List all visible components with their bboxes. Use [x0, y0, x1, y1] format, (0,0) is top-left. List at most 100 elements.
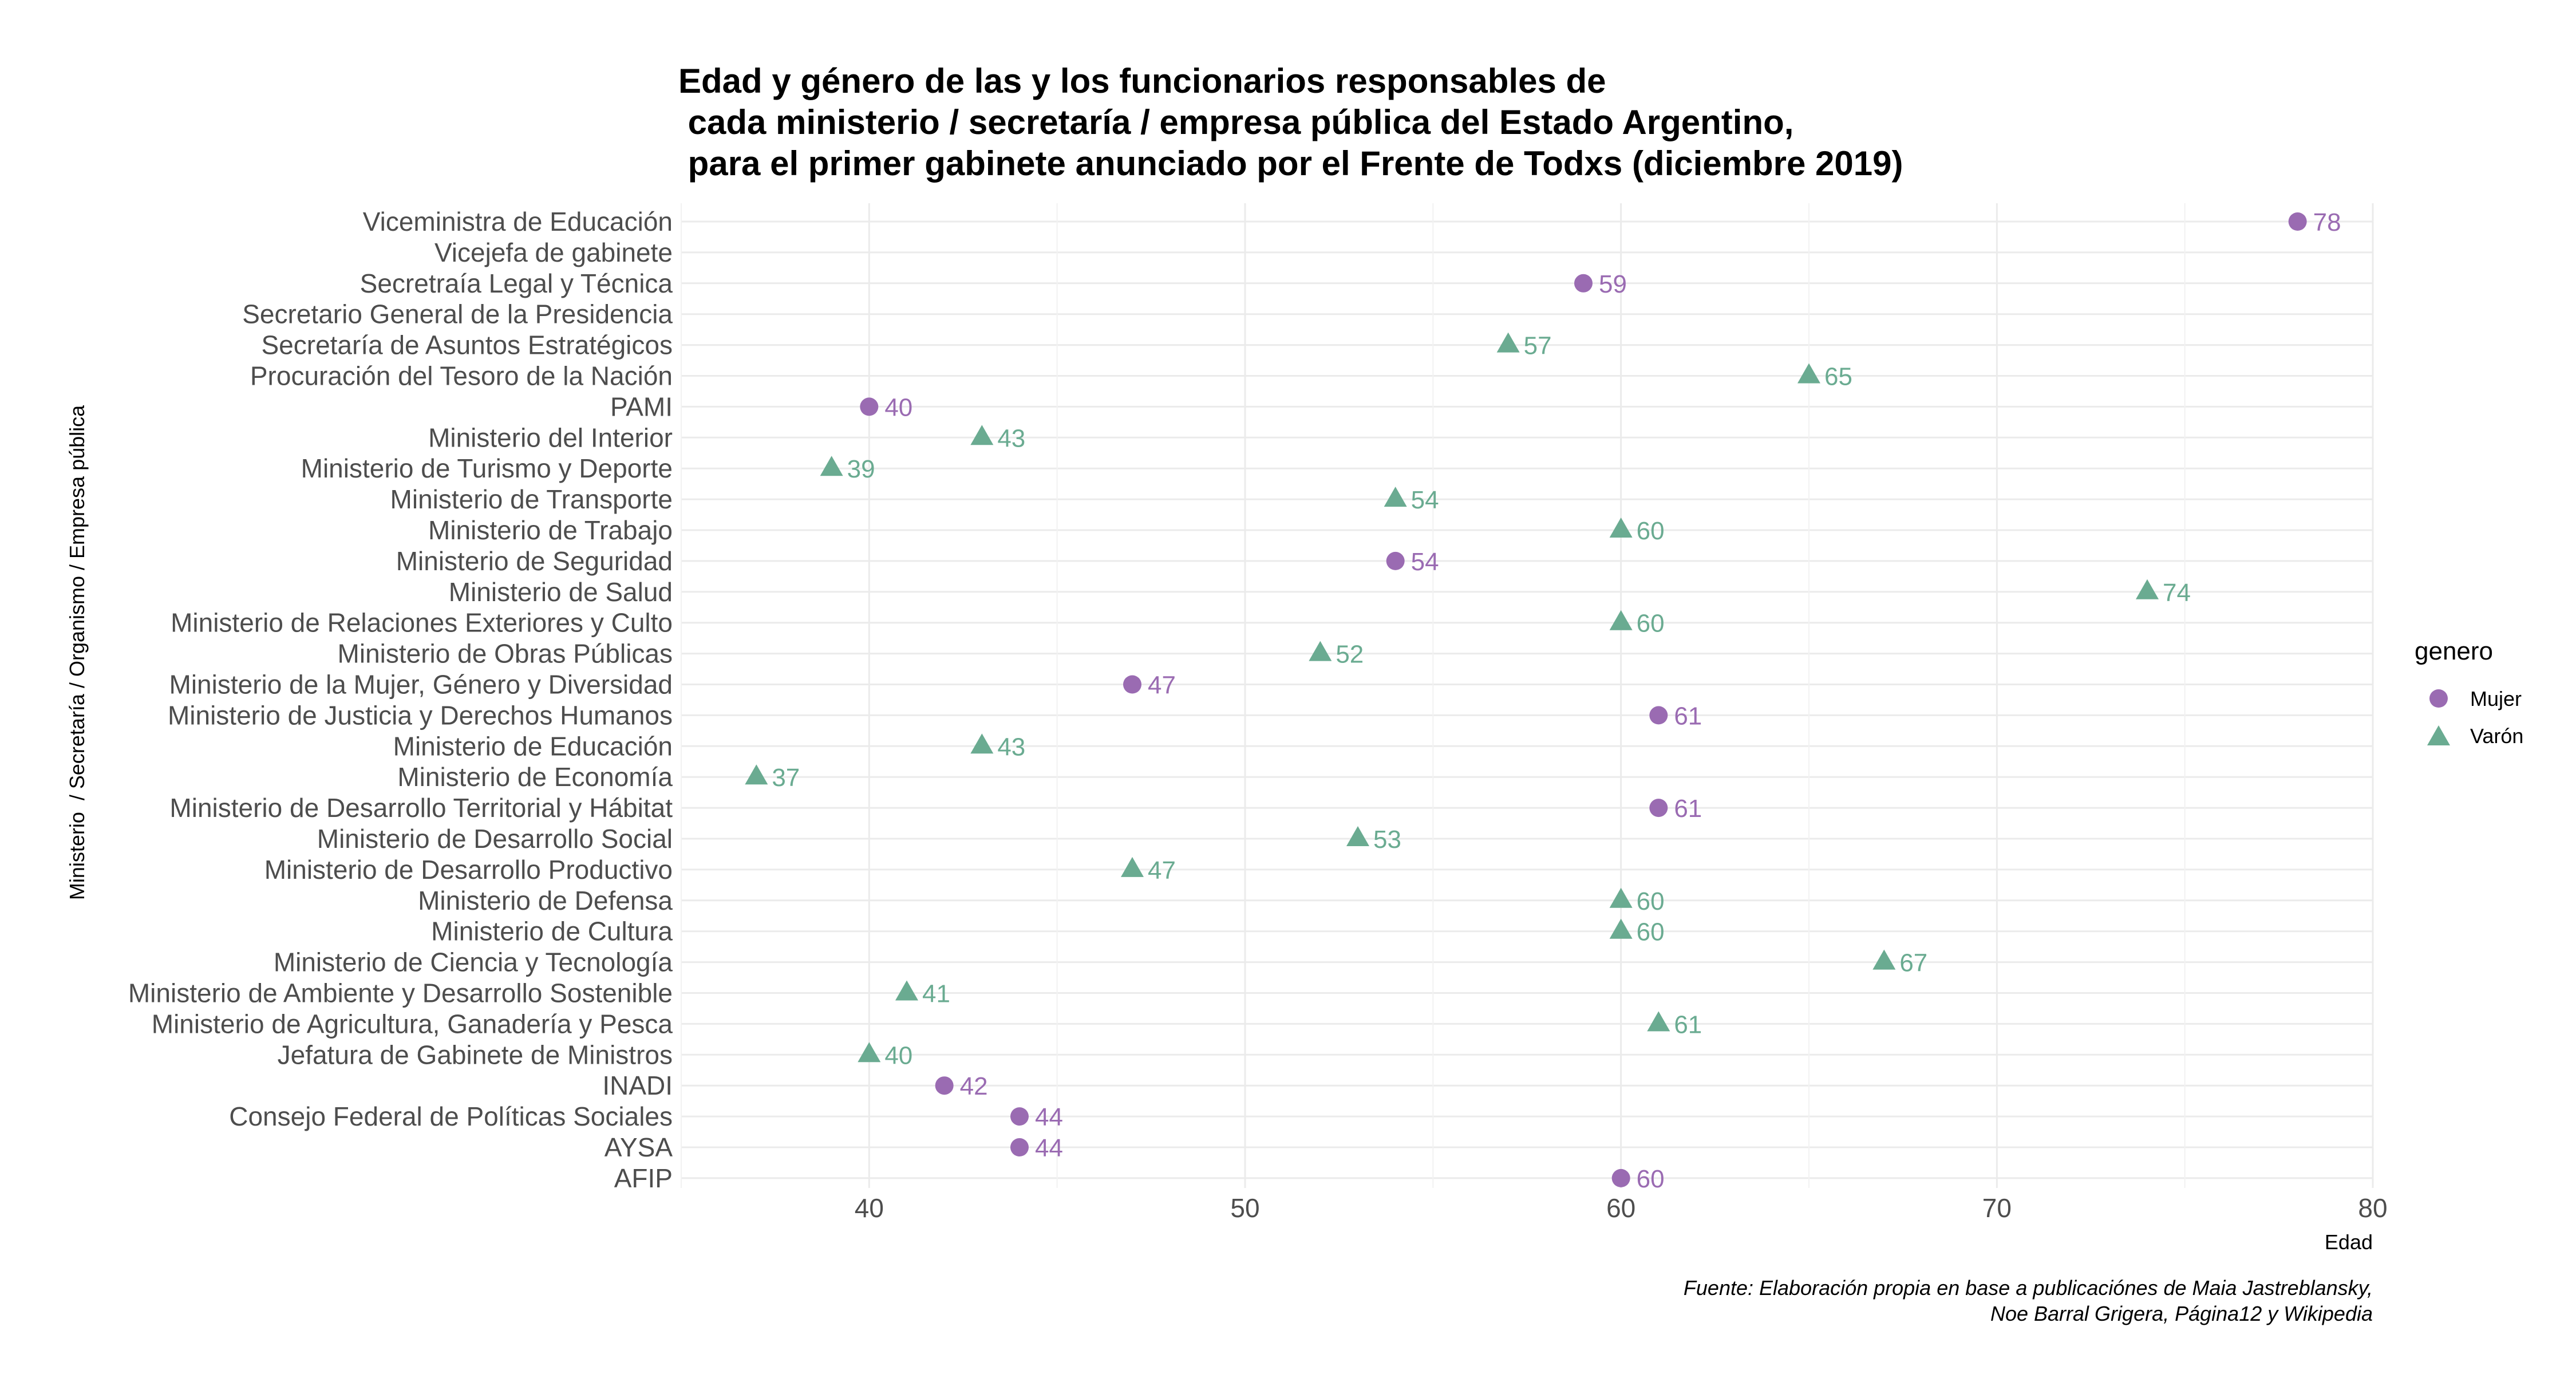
- point-mujer: [935, 1076, 954, 1095]
- data-label: 60: [1637, 610, 1665, 638]
- data-label: 54: [1411, 548, 1439, 576]
- category-label: Ministerio de Economía: [397, 762, 673, 792]
- category-label: PAMI: [610, 392, 673, 421]
- point-varon: [745, 764, 768, 785]
- category-label: Viceministra de Educación: [363, 207, 673, 236]
- point-varon: [1872, 949, 1896, 970]
- point-mujer: [1574, 274, 1593, 293]
- data-label: 41: [922, 980, 950, 1008]
- data-label: 43: [997, 424, 1025, 452]
- caption-line-2: Noe Barral Grigera, Página12 y Wikipedia: [1990, 1302, 2373, 1325]
- x-tick-label: 70: [1982, 1193, 2012, 1223]
- category-label: Secretraía Legal y Técnica: [360, 269, 673, 298]
- point-varon: [1609, 518, 1633, 538]
- category-label: Ministerio de Obras Públicas: [338, 639, 673, 669]
- data-label: 44: [1035, 1103, 1063, 1131]
- category-label: Ministerio de Turismo y Deporte: [301, 453, 673, 483]
- data-label: 67: [1899, 949, 1927, 977]
- point-varon: [1647, 1011, 1670, 1032]
- data-label: 60: [1637, 918, 1665, 946]
- grid: [681, 203, 2374, 1188]
- category-label: Ministerio de Transporte: [390, 484, 673, 514]
- point-varon: [2136, 579, 2159, 599]
- x-tick-label: 60: [1606, 1193, 1635, 1223]
- x-tick-label: 80: [2358, 1193, 2387, 1223]
- point-varon: [1797, 363, 1820, 384]
- category-label: Ministerio de Seguridad: [396, 546, 673, 576]
- data-label: 39: [847, 455, 875, 483]
- data-label: 61: [1674, 1010, 1702, 1039]
- data-label: 40: [884, 393, 912, 421]
- title-line-3: para el primer gabinete anunciado por el…: [678, 144, 1903, 183]
- data-label: 52: [1336, 641, 1364, 669]
- x-tick-labels: 40 50 60 70 80: [855, 1193, 2388, 1223]
- data-label: 74: [2163, 579, 2191, 607]
- data-label: 65: [1824, 363, 1852, 391]
- category-label: Vicejefa de gabinete: [434, 238, 673, 267]
- point-varon: [1496, 332, 1520, 353]
- data-label: 60: [1637, 517, 1665, 545]
- data-label: 40: [884, 1041, 912, 1069]
- title-line-1: Edad y género de las y los funcionarios …: [678, 62, 1606, 100]
- data-label: 60: [1637, 1165, 1665, 1193]
- title-line-2: cada ministerio / secretaría / empresa p…: [678, 103, 1793, 141]
- point-varon: [1309, 641, 1332, 661]
- data-points: [745, 212, 2307, 1187]
- category-label: Ministerio de Trabajo: [428, 515, 673, 545]
- category-label: Ministerio de Agricultura, Ganadería y P…: [152, 1009, 673, 1039]
- category-label: AFIP: [614, 1163, 673, 1193]
- point-varon: [1609, 610, 1633, 630]
- point-varon: [820, 456, 843, 476]
- point-varon: [1121, 856, 1144, 877]
- point-varon: [1384, 487, 1407, 507]
- category-label: Ministerio de Cultura: [431, 917, 673, 946]
- point-mujer: [860, 397, 879, 416]
- category-label: Procuración del Tesoro de la Nación: [250, 361, 673, 391]
- data-labels: 78 59 57 65 40 43 39 54 60 54 74 60 52 47 61 43 37 61 53 47…: [772, 208, 2341, 1193]
- data-label: 61: [1674, 795, 1702, 823]
- point-mujer: [1010, 1107, 1029, 1126]
- legend-symbol-mujer: [2429, 689, 2448, 708]
- legend: genero Mujer Varón: [2415, 637, 2523, 748]
- category-label: Ministerio de Justicia y Derechos Humano…: [168, 700, 673, 730]
- data-label: 42: [960, 1072, 988, 1100]
- x-tick-label: 50: [1230, 1193, 1259, 1223]
- data-label: 53: [1373, 826, 1401, 854]
- point-varon: [895, 980, 918, 1001]
- legend-symbol-varon: [2427, 725, 2450, 745]
- data-label: 59: [1599, 270, 1627, 298]
- category-label: Ministerio del Interior: [428, 423, 673, 452]
- category-label: Secretaría de Asuntos Estratégicos: [261, 330, 673, 360]
- point-mujer: [2288, 212, 2307, 231]
- data-label: 47: [1148, 856, 1176, 885]
- point-mujer: [1010, 1138, 1029, 1156]
- category-label: Ministerio de Desarrollo Social: [317, 824, 673, 854]
- point-varon: [1346, 826, 1369, 846]
- category-label: Ministerio de Salud: [449, 577, 673, 607]
- data-label: 43: [997, 733, 1025, 761]
- legend-label-varon: Varón: [2470, 724, 2523, 748]
- category-label: Ministerio de Defensa: [418, 886, 673, 915]
- data-label: 61: [1674, 702, 1702, 730]
- category-label: Ministerio de Relaciones Exteriores y Cu…: [171, 608, 673, 638]
- data-label: 37: [772, 764, 800, 792]
- category-label: Jefatura de Gabinete de Ministros: [278, 1040, 673, 1069]
- legend-title: genero: [2415, 637, 2493, 665]
- caption-line-1: Fuente: Elaboración propia en base a pub…: [1684, 1276, 2373, 1300]
- point-varon: [858, 1042, 881, 1063]
- category-label: Ministerio de la Mujer, Género y Diversi…: [169, 670, 673, 700]
- point-varon: [1609, 918, 1633, 939]
- category-label: INADI: [602, 1071, 673, 1100]
- chart-title: Edad y género de las y los funcionarios …: [678, 62, 1903, 183]
- category-label: Consejo Federal de Políticas Sociales: [229, 1101, 673, 1131]
- data-label: 60: [1637, 887, 1665, 915]
- point-mujer: [1386, 551, 1405, 570]
- point-mujer: [1649, 799, 1668, 818]
- data-label: 44: [1035, 1134, 1063, 1162]
- point-mujer: [1611, 1168, 1630, 1187]
- category-label: Ministerio de Desarrollo Territorial y H…: [169, 793, 673, 823]
- data-label: 78: [2313, 208, 2341, 236]
- data-label: 47: [1148, 672, 1176, 700]
